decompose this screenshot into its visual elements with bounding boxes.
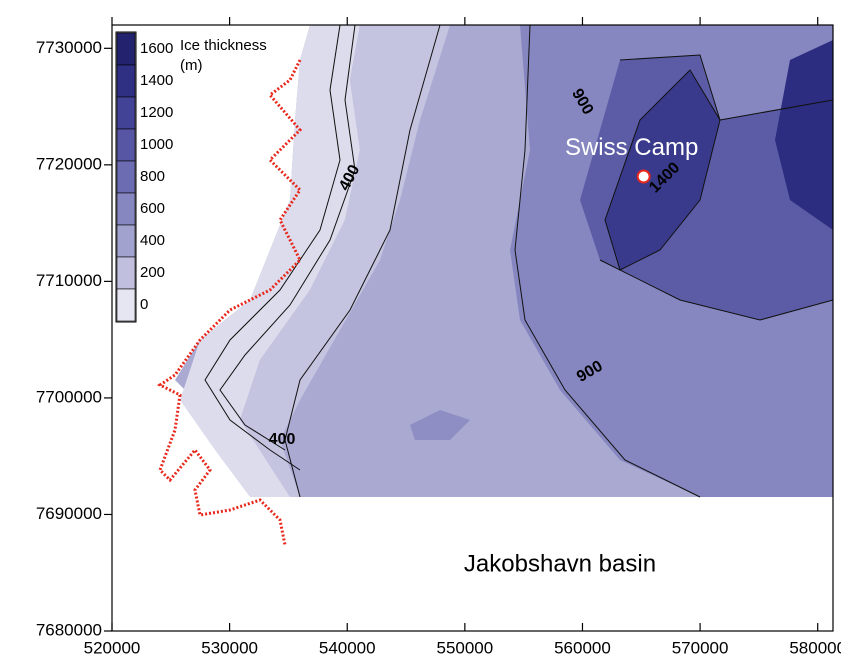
x-tick-label: 570000 — [672, 638, 729, 657]
legend-label: 400 — [140, 232, 165, 249]
contour-line — [514, 24, 701, 498]
x-tick-label: 560000 — [554, 638, 611, 657]
legend-swatch — [116, 64, 136, 98]
legend-label: 1600 — [140, 40, 173, 57]
legend-swatch — [116, 128, 136, 162]
legend: 1600 1400 1200 1000 800 600 400 200 0 Ice thickne… — [115, 31, 267, 323]
thickness-field — [175, 24, 834, 498]
legend-label: 600 — [140, 200, 165, 217]
legend-swatch — [116, 192, 136, 226]
axes: 520000 530000 540000 550000 560000 570000 5800… — [36, 17, 841, 657]
contour-line — [204, 24, 341, 471]
x-tick-label: 520000 — [84, 638, 141, 657]
y-tick-label: 7680000 — [36, 620, 102, 639]
legend-swatch — [116, 96, 136, 130]
y-tick-label: 7720000 — [36, 154, 102, 173]
x-tick-label: 530000 — [201, 638, 258, 657]
contour-line — [219, 24, 356, 451]
y-tick-label: 7700000 — [36, 387, 102, 406]
x-tick-label: 580000 — [789, 638, 841, 657]
legend-swatch — [116, 32, 136, 66]
legend-swatch — [116, 288, 136, 322]
y-tick-label: 7690000 — [36, 504, 102, 523]
legend-label: 1200 — [140, 104, 173, 121]
contour-label: 400 — [269, 431, 296, 448]
swiss-camp-marker — [636, 169, 651, 184]
legend-swatch — [116, 256, 136, 290]
plot-frame — [111, 24, 834, 632]
field-1400 — [605, 70, 720, 270]
legend-label: 0 — [140, 296, 148, 313]
y-tick-label: 7710000 — [36, 271, 102, 290]
contour-line — [599, 259, 834, 321]
field-900 — [410, 410, 470, 440]
legend-title: Ice thickness — [180, 37, 267, 54]
y-tick-label: 7730000 — [36, 38, 102, 57]
basin-label: Jakobshavn basin — [464, 550, 656, 577]
contour-line — [604, 69, 721, 271]
legend-label: 1000 — [140, 136, 173, 153]
legend-swatch — [116, 224, 136, 258]
field-400 — [240, 25, 450, 497]
legend-label: 800 — [140, 168, 165, 185]
coastline — [157, 59, 303, 546]
legend-title: (m) — [180, 57, 203, 74]
contour-line — [284, 24, 441, 498]
legend-label: 1400 — [140, 72, 173, 89]
legend-swatch — [116, 160, 136, 194]
field-200 — [180, 25, 360, 497]
legend-label: 200 — [140, 264, 165, 281]
x-tick-label: 540000 — [319, 638, 376, 657]
field-1400 — [775, 40, 833, 230]
contour-line — [619, 54, 834, 121]
swiss-camp-label: Swiss Camp — [565, 134, 698, 161]
x-tick-label: 550000 — [436, 638, 493, 657]
